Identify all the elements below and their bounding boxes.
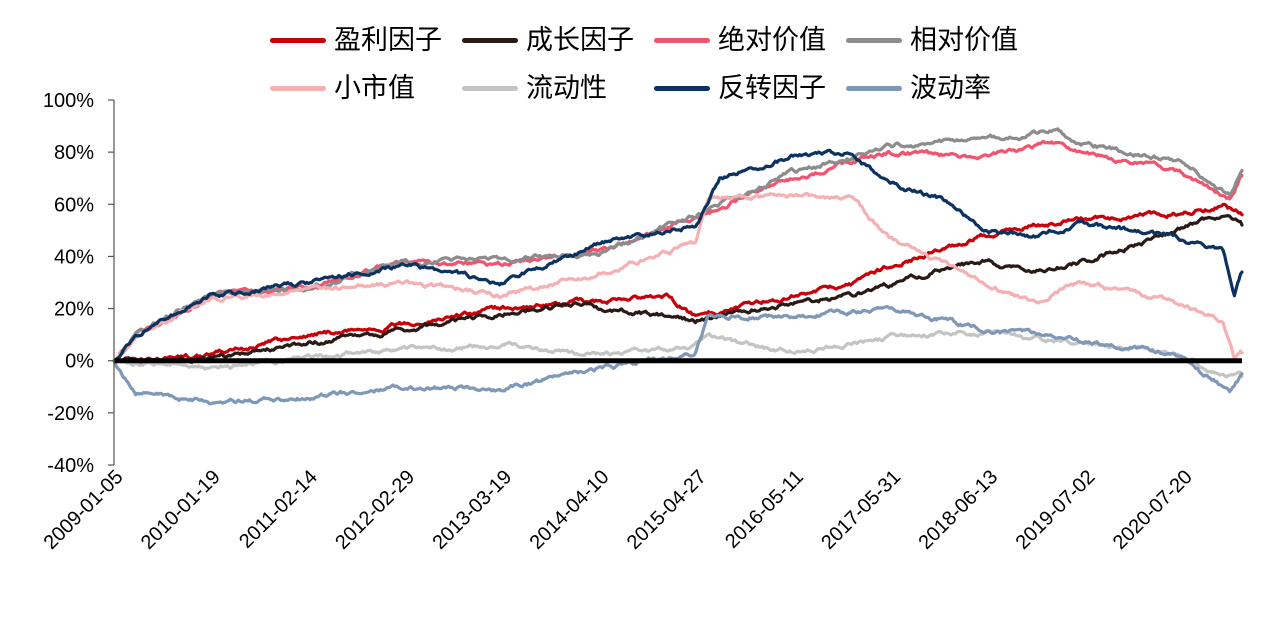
legend-label-profitability: 盈利因子 (334, 24, 442, 56)
legend-swatch-absolute-value (654, 37, 710, 43)
legend-label-small-cap: 小市值 (334, 72, 415, 104)
x-tick-label: 2016-05-11 (721, 466, 808, 553)
x-tick-label: 2020-07-20 (1109, 466, 1197, 554)
y-tick-label: -20% (47, 403, 94, 425)
y-tick-label: 40% (54, 246, 94, 268)
legend-swatch-growth (462, 37, 518, 43)
legend-label-growth: 成长因子 (526, 24, 634, 56)
legend-swatch-reversal (654, 85, 710, 91)
legend-label-absolute-value: 绝对价值 (718, 24, 826, 56)
x-tick-label: 2012-02-29 (331, 466, 419, 554)
x-tick-label: 2010-01-19 (137, 466, 225, 554)
legend-label-volatility: 波动率 (910, 72, 991, 104)
x-tick-label: 2009-01-05 (40, 466, 128, 554)
series-line-2 (112, 139, 1244, 363)
x-tick-label: 2011-02-14 (235, 466, 322, 553)
legend-label-liquidity: 流动性 (526, 72, 607, 104)
legend-item-volatility: 波动率 (846, 75, 1038, 102)
series-line-3 (112, 127, 1244, 363)
y-tick-label: 60% (54, 194, 94, 216)
legend-row-1: 盈利因子 成长因子 绝对价值 相对价值 (270, 16, 1090, 64)
series-line-6 (112, 148, 1244, 364)
y-axis-ticks: -40% -20% 0% 20% 40% 60% 80% 100% (43, 90, 114, 477)
x-tick-label: 2015-04-27 (623, 466, 711, 554)
chart-legend: 盈利因子 成长因子 绝对价值 相对价值 小市值 流动性 反转因子 (270, 16, 1090, 112)
y-tick-label: 100% (43, 90, 94, 112)
y-tick-label: 80% (54, 142, 94, 164)
series-line-1 (112, 213, 1244, 365)
legend-row-2: 小市值 流动性 反转因子 波动率 (270, 64, 1090, 112)
series-line-5 (112, 328, 1244, 379)
series-line-0 (112, 202, 1244, 363)
legend-swatch-profitability (270, 37, 326, 43)
legend-item-growth: 成长因子 (462, 27, 654, 54)
y-tick-label: -40% (47, 455, 94, 477)
legend-item-liquidity: 流动性 (462, 75, 654, 102)
y-tick-label: 0% (65, 351, 94, 373)
x-tick-label: 2017-05-31 (817, 466, 905, 554)
x-tick-label: 2013-03-19 (428, 466, 516, 554)
series-line-4 (112, 191, 1244, 363)
series-line-7 (112, 304, 1244, 406)
x-axis-ticks: 2009-01-05 2010-01-19 2011-02-14 2012-02-29… (40, 466, 1197, 554)
legend-item-relative-value: 相对价值 (846, 27, 1038, 54)
legend-item-reversal: 反转因子 (654, 75, 846, 102)
legend-swatch-volatility (846, 85, 902, 91)
legend-label-relative-value: 相对价值 (910, 24, 1018, 56)
legend-swatch-liquidity (462, 85, 518, 91)
y-tick-label: 20% (54, 299, 94, 321)
legend-swatch-small-cap (270, 85, 326, 91)
x-tick-label: 2014-04-10 (526, 466, 614, 554)
legend-swatch-relative-value (846, 37, 902, 43)
legend-item-absolute-value: 绝对价值 (654, 27, 846, 54)
x-tick-label: 2019-07-02 (1012, 466, 1100, 554)
series-layer (112, 127, 1244, 406)
x-tick-label: 2018-06-13 (914, 466, 1002, 554)
legend-item-profitability: 盈利因子 (270, 27, 462, 54)
legend-label-reversal: 反转因子 (718, 72, 826, 104)
legend-item-small-cap: 小市值 (270, 75, 462, 102)
